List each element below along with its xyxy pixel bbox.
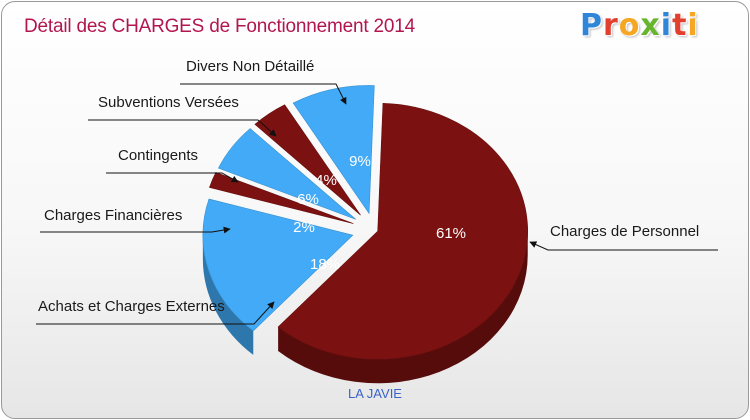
callout-line: [40, 226, 231, 234]
slice-percentage-label: 9%: [349, 153, 371, 170]
logo-letter: r: [603, 8, 619, 43]
slice-category-label: Contingents: [118, 147, 198, 164]
callout-line: [88, 119, 277, 137]
slice-percentage-label: 18%: [310, 256, 340, 273]
logo-letter: x: [640, 8, 661, 43]
slice-percentage-label: 6%: [297, 191, 319, 208]
logo-letter: i: [687, 8, 699, 43]
proxiti-logo[interactable]: Proxiti: [580, 8, 699, 43]
slice-category-label: Charges Financières: [44, 207, 182, 224]
commune-name: LA JAVIE: [348, 386, 402, 401]
pie-slice[interactable]: [292, 85, 375, 215]
pie-slice-side: [202, 235, 254, 355]
slice-category-label: Charges de Personnel: [550, 223, 699, 240]
callout-line: [106, 172, 239, 183]
logo-letter: P: [580, 8, 603, 43]
slice-percentage-label: 61%: [436, 225, 466, 242]
pie-slice[interactable]: [277, 103, 529, 360]
slice-category-label: Divers Non Détaillé: [186, 58, 314, 75]
logo-letter: o: [618, 8, 641, 43]
pie-slice[interactable]: [202, 198, 354, 332]
slice-percentage-label: 4%: [315, 172, 337, 189]
slice-percentage-label: 2%: [293, 219, 315, 236]
pie-slice[interactable]: [217, 128, 357, 220]
pie-slice-side: [278, 231, 528, 384]
callout-line: [180, 83, 347, 105]
pie-slice[interactable]: [254, 104, 361, 216]
slice-category-label: Achats et Charges Externes: [38, 298, 225, 315]
logo-letter: i: [660, 8, 673, 43]
pie-slice[interactable]: [209, 171, 354, 224]
slice-category-label: Subventions Versées: [98, 94, 239, 111]
callout-line: [36, 301, 275, 325]
callout-line: [529, 241, 718, 251]
logo-letter: t: [672, 8, 688, 43]
chart-title: Détail des CHARGES de Fonctionnement 201…: [24, 16, 416, 37]
